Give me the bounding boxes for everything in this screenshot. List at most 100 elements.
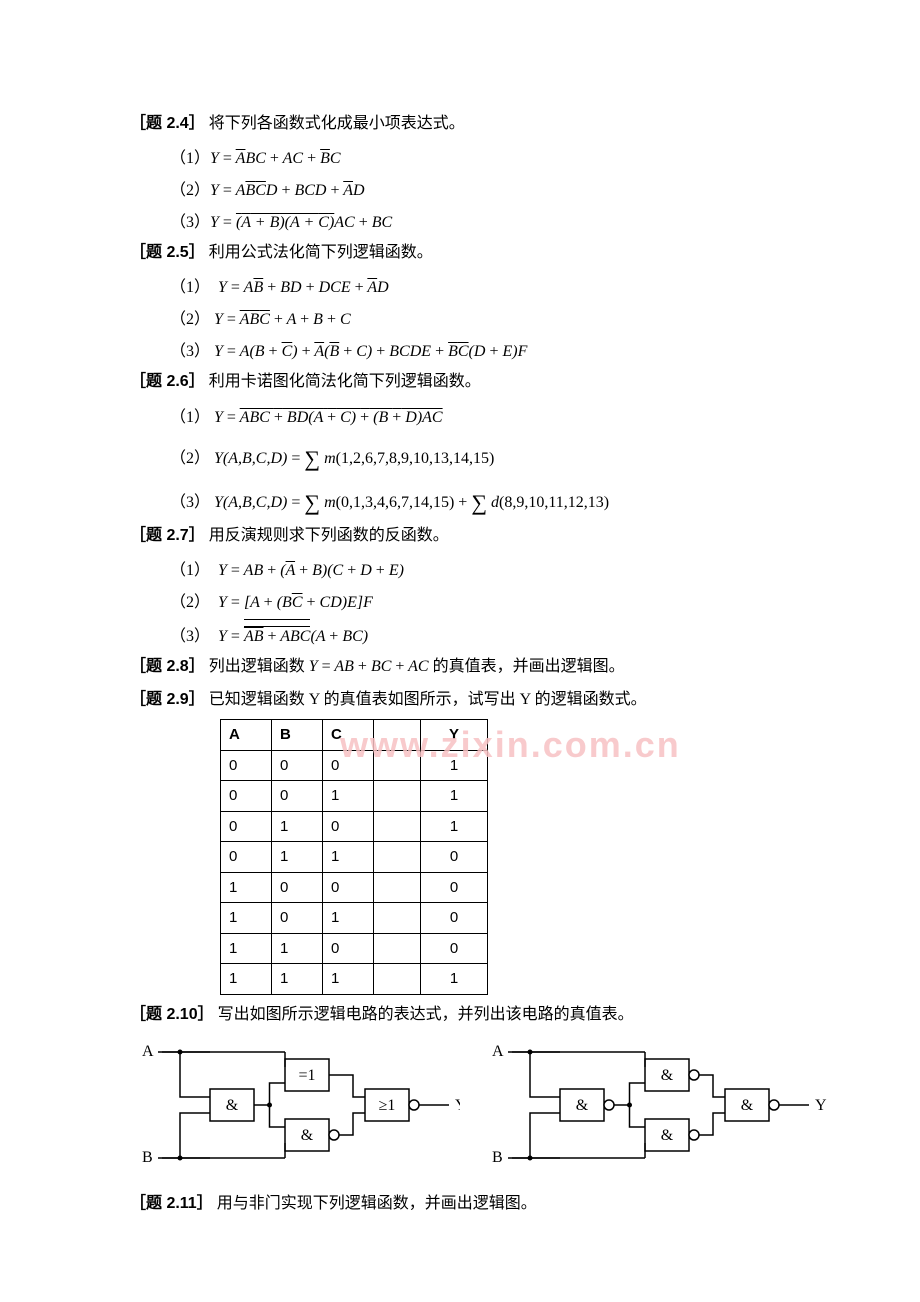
problem-label: ［题 2.11］ [130, 1195, 213, 1212]
problem-2-4: ［题 2.4］ 将下列各函数式化成最小项表达式。 [130, 110, 860, 137]
table-cell: 1 [421, 811, 488, 842]
problem-stem-prefix: 列出逻辑函数 [209, 658, 305, 675]
problem-label: ［题 2.5］ [130, 244, 205, 261]
table-cell: 1 [323, 964, 374, 995]
svg-text:A: A [142, 1043, 154, 1060]
problem-label: ［题 2.10］ [130, 1006, 214, 1023]
col-Y: Y [421, 720, 488, 751]
circuit-left: A B & =1 & ≥1 Y [140, 1034, 460, 1184]
svg-text:≥1: ≥1 [379, 1097, 396, 1114]
table-cell: 1 [421, 964, 488, 995]
eq-2-4-3: （3）Y = (A + B)(A + C)AC + BC [170, 207, 860, 239]
table-cell [374, 964, 421, 995]
table-cell [374, 933, 421, 964]
problem-label: ［题 2.9］ [130, 691, 205, 708]
svg-text:B: B [492, 1149, 503, 1166]
table-cell: 1 [221, 872, 272, 903]
truth-table: A B C Y 00010011010101101000101011001111 [220, 719, 488, 995]
table-cell: 0 [323, 750, 374, 781]
table-cell: 0 [272, 781, 323, 812]
svg-text:&: & [741, 1097, 754, 1114]
table-cell: 0 [221, 781, 272, 812]
table-cell: 0 [221, 750, 272, 781]
problem-label: ［题 2.4］ [130, 115, 205, 132]
eq-2-6-2: （2） Y(A,B,C,D) = ∑ m(1,2,6,7,8,9,10,13,1… [170, 434, 860, 478]
svg-text:=1: =1 [298, 1067, 315, 1084]
table-row: 0110 [221, 842, 488, 873]
svg-text:&: & [576, 1097, 589, 1114]
table-cell: 0 [421, 872, 488, 903]
svg-text:Y: Y [455, 1097, 460, 1114]
table-cell [374, 811, 421, 842]
table-cell: 1 [323, 781, 374, 812]
problem-2-11: ［题 2.11］ 用与非门实现下列逻辑函数，并画出逻辑图。 [130, 1190, 860, 1217]
problem-label: ［题 2.7］ [130, 527, 205, 544]
problem-2-6: ［题 2.6］ 利用卡诺图化简法化简下列逻辑函数。 [130, 368, 860, 395]
eq-2-7-3: （3） Y = AB + ABC(A + BC) [170, 619, 860, 653]
svg-text:&: & [301, 1127, 314, 1144]
problem-stem: 利用卡诺图化简法化简下列逻辑函数。 [209, 373, 481, 390]
page-root: { "watermark": "www.zixin.com.cn", "prob… [130, 110, 860, 1217]
table-cell: 1 [221, 933, 272, 964]
col-A: A [221, 720, 272, 751]
table-cell [374, 903, 421, 934]
eq-2-6-1: （1） Y = ABC + BD(A + C) + (B + D)AC [170, 402, 860, 434]
table-cell: 0 [221, 842, 272, 873]
table-cell: 0 [421, 933, 488, 964]
svg-text:&: & [661, 1067, 674, 1084]
problem-2-10: ［题 2.10］ 写出如图所示逻辑电路的表达式，并列出该电路的真值表。 [130, 1001, 860, 1028]
table-cell [374, 750, 421, 781]
problem-2-7: ［题 2.7］ 用反演规则求下列函数的反函数。 [130, 522, 860, 549]
problem-label: ［题 2.8］ [130, 658, 205, 675]
eq-2-4-1: （1）Y = ABC + AC + BC [170, 143, 860, 175]
table-cell: 1 [421, 781, 488, 812]
table-cell: 0 [421, 842, 488, 873]
table-cell [374, 872, 421, 903]
circuits-row: A B & =1 & ≥1 Y A B & & & & Y [140, 1034, 860, 1184]
table-cell: 1 [272, 933, 323, 964]
table-cell: 0 [323, 872, 374, 903]
table-cell: 0 [272, 903, 323, 934]
col-C: C [323, 720, 374, 751]
eq-2-5-3: （3） Y = A(B + C) + A(B + C) + BCDE + BC(… [170, 336, 860, 368]
problem-2-8-eq: Y = AB + BC + AC [309, 658, 433, 675]
svg-text:&: & [226, 1097, 239, 1114]
circuit-right: A B & & & & Y [490, 1034, 830, 1184]
table-cell: 1 [421, 750, 488, 781]
svg-text:A: A [492, 1043, 504, 1060]
table-row: 0001 [221, 750, 488, 781]
table-row: 0101 [221, 811, 488, 842]
table-cell: 1 [221, 903, 272, 934]
table-cell: 0 [421, 903, 488, 934]
table-row: 1010 [221, 903, 488, 934]
eq-2-5-2: （2） Y = ABC + A + B + C [170, 304, 860, 336]
eq-2-6-3: （3） Y(A,B,C,D) = ∑ m(0,1,3,4,6,7,14,15) … [170, 478, 860, 522]
table-cell: 1 [272, 964, 323, 995]
eq-2-4-2: （2）Y = ABCD + BCD + AD [170, 175, 860, 207]
table-cell: 1 [323, 842, 374, 873]
table-header-row: A B C Y [221, 720, 488, 751]
svg-text:&: & [661, 1127, 674, 1144]
table-cell [374, 781, 421, 812]
table-cell [374, 842, 421, 873]
eq-2-7-2: （2） Y = [A + (BC + CD)E]F [170, 587, 860, 619]
col-B: B [272, 720, 323, 751]
svg-text:Y: Y [815, 1097, 827, 1114]
table-cell: 1 [272, 842, 323, 873]
problem-stem: 用反演规则求下列函数的反函数。 [209, 527, 449, 544]
problem-stem: 利用公式法化简下列逻辑函数。 [209, 244, 433, 261]
problem-label: ［题 2.6］ [130, 373, 205, 390]
problem-stem: 用与非门实现下列逻辑函数，并画出逻辑图。 [217, 1195, 537, 1212]
problem-stem: 将下列各函数式化成最小项表达式。 [209, 115, 465, 132]
problem-stem-suffix: 的真值表，并画出逻辑图。 [433, 658, 625, 675]
table-cell: 1 [272, 811, 323, 842]
eq-2-7-1: （1） Y = AB + (A + B)(C + D + E) [170, 555, 860, 587]
table-cell: 0 [323, 933, 374, 964]
problem-stem: 写出如图所示逻辑电路的表达式，并列出该电路的真值表。 [218, 1006, 634, 1023]
problem-stem: 已知逻辑函数 Y 的真值表如图所示，试写出 Y 的逻辑函数式。 [209, 691, 647, 708]
table-row: 1000 [221, 872, 488, 903]
problem-2-5: ［题 2.5］ 利用公式法化简下列逻辑函数。 [130, 239, 860, 266]
svg-text:B: B [142, 1149, 153, 1166]
table-row: 1100 [221, 933, 488, 964]
problem-2-8: ［题 2.8］ 列出逻辑函数 Y = AB + BC + AC 的真值表，并画出… [130, 653, 860, 680]
